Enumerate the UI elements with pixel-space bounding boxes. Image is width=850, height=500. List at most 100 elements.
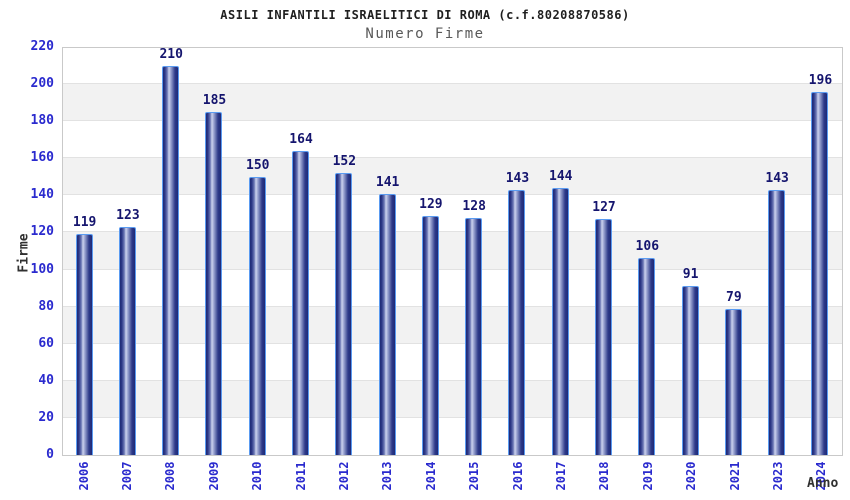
bar-value-label: 185 <box>202 92 227 108</box>
plot-area: 119 123 210 185 150 164 152 141 129 128 143 144 127 1… <box>62 47 843 456</box>
gridline <box>63 194 842 196</box>
bar <box>681 286 699 455</box>
bar-slot: 152 <box>323 48 366 455</box>
bar <box>335 173 353 455</box>
x-tick-label: 2015 <box>467 461 482 491</box>
x-tick-label: 2014 <box>423 461 438 491</box>
x-tick-label: 2011 <box>293 461 308 491</box>
bar-value-label: 210 <box>159 46 183 62</box>
bar-value-label: 143 <box>765 170 789 186</box>
bar-value-label: 152 <box>332 154 357 170</box>
gridline <box>63 268 842 270</box>
bar <box>378 193 396 455</box>
chart-subtitle: Numero Firme <box>365 26 485 42</box>
x-axis-label: Anno <box>807 476 839 491</box>
bar <box>421 215 439 455</box>
bar-series: 119 123 210 185 150 164 152 141 129 128 143 144 127 1… <box>63 46 842 455</box>
bar-value-label: 123 <box>116 207 140 223</box>
x-tick-label: 2018 <box>597 461 612 491</box>
x-tick-label: 2016 <box>510 461 525 491</box>
gridline <box>63 231 842 233</box>
x-tick-label: 2007 <box>120 461 135 491</box>
y-tick-label: 180 <box>30 113 54 129</box>
bar-value-label: 150 <box>246 157 270 173</box>
bar <box>811 91 829 455</box>
bar <box>118 226 136 455</box>
bar-slot: 164 <box>279 48 322 455</box>
band <box>63 232 842 270</box>
y-tick-label: 100 <box>30 261 54 277</box>
bar-value-label: 79 <box>726 289 742 305</box>
bar-value-label: 141 <box>375 174 400 190</box>
gridline <box>63 83 842 85</box>
x-tick-label: 2009 <box>206 461 221 491</box>
bar-slot: 143 <box>756 48 799 455</box>
x-tick-label: 2020 <box>684 461 699 491</box>
y-tick-label: 40 <box>38 372 54 388</box>
bar-value-label: 127 <box>592 200 616 216</box>
bar-slot: 144 <box>539 48 582 455</box>
band <box>63 380 842 418</box>
bar-value-label: 144 <box>548 168 573 184</box>
band <box>63 306 842 344</box>
y-axis-ticks: 0 20 40 60 80 100 120 140 160 180 200 220 <box>0 0 54 500</box>
y-tick-label: 120 <box>30 224 54 240</box>
y-tick-label: 200 <box>30 76 54 92</box>
gridline <box>63 157 842 159</box>
gridline <box>63 379 842 381</box>
x-tick-label: 2013 <box>380 461 395 491</box>
x-tick-label: 2019 <box>640 461 655 491</box>
bar <box>292 150 310 455</box>
bar-value-label: 143 <box>505 170 530 186</box>
bar <box>205 111 223 455</box>
bar-slot: 119 <box>63 48 106 455</box>
bar-value-label: 128 <box>462 198 486 214</box>
x-tick-label: 2017 <box>553 461 568 491</box>
bar-slot: 196 <box>799 48 842 455</box>
y-tick-label: 20 <box>38 409 54 425</box>
bar <box>551 187 569 455</box>
bar-slot: 106 <box>626 48 669 455</box>
y-tick-label: 0 <box>46 447 54 462</box>
band <box>63 84 842 122</box>
bar <box>595 219 613 455</box>
bar-slot: 79 <box>712 48 755 455</box>
bar-value-label: 129 <box>419 196 443 212</box>
bar <box>508 189 526 455</box>
y-tick-label: 60 <box>38 335 54 351</box>
x-axis-ticks: 2006 2007 2008 2009 2010 2011 2012 2013 2014 2015… <box>62 456 843 500</box>
x-tick-label: 2008 <box>163 461 178 491</box>
bar <box>768 189 786 455</box>
bar <box>162 65 180 455</box>
gridline <box>63 120 842 122</box>
bar-value-label: 106 <box>635 239 660 255</box>
bar <box>248 176 266 455</box>
bar-value-label: 164 <box>289 131 313 147</box>
band <box>63 158 842 196</box>
bar-slot: 91 <box>669 48 712 455</box>
bar <box>75 234 93 455</box>
gridline <box>63 342 842 344</box>
x-tick-label: 2023 <box>770 461 785 491</box>
bar-value-label: 119 <box>72 215 97 231</box>
gridline <box>63 416 842 418</box>
bar-slot: 150 <box>236 48 279 455</box>
bar-slot: 143 <box>496 48 539 455</box>
bar-slot: 185 <box>193 48 236 455</box>
x-tick-label: 2010 <box>250 461 265 491</box>
chart-title: ASILI INFANTILI ISRAELITICI DI ROMA (c.f… <box>220 8 630 22</box>
gridline <box>63 305 842 307</box>
bar-slot: 127 <box>582 48 625 455</box>
bar-slot: 129 <box>409 48 452 455</box>
y-tick-label: 80 <box>38 298 54 314</box>
x-tick-label: 2006 <box>76 461 91 491</box>
y-tick-label: 140 <box>30 187 54 203</box>
y-tick-label: 160 <box>30 150 54 166</box>
x-tick-label: 2012 <box>337 461 352 491</box>
bar-slot: 141 <box>366 48 409 455</box>
y-tick-label: 220 <box>30 39 54 54</box>
bar-slot: 123 <box>106 48 149 455</box>
bar <box>465 217 483 455</box>
bar-value-label: 91 <box>682 267 699 283</box>
